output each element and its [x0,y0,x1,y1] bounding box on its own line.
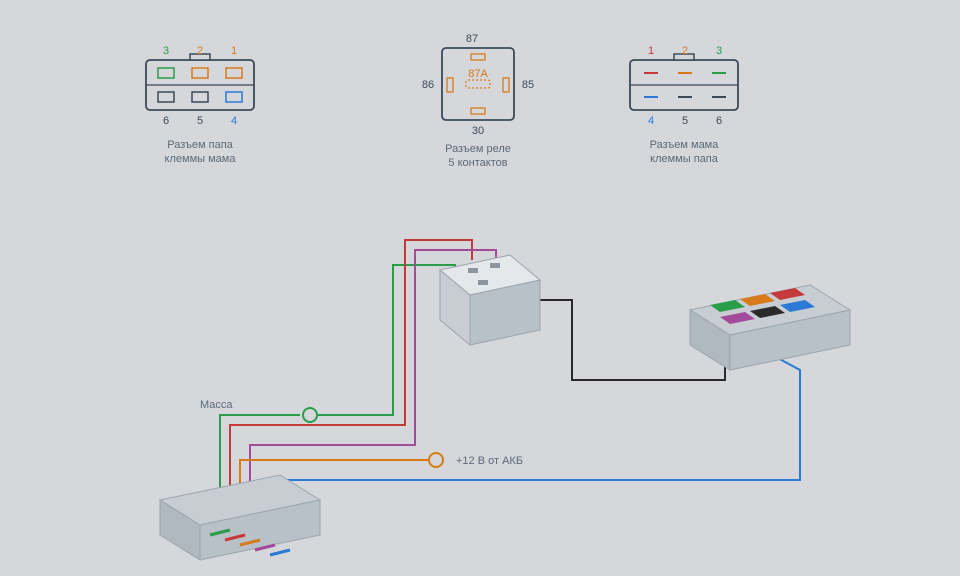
relay-label-30: 30 [472,125,484,137]
connector-left: 3 2 1 6 5 4 Разъем папа клеммы мама [146,45,254,165]
pin-label: 1 [231,45,237,57]
massa-label: Масса [200,399,233,411]
pin-label: 2 [682,45,688,57]
relay-label-85: 85 [522,79,534,91]
relay-label-86: 86 [422,79,434,91]
pin-label: 6 [163,115,169,127]
pin-label: 5 [197,115,203,127]
blue-wire [265,347,800,540]
akb-label: +12 В от АКБ [456,455,523,467]
connector-relay: 87 86 85 87A 30 Разъем реле 5 контактов [422,33,534,169]
pin-label: 3 [716,45,722,57]
pin-label: 4 [231,115,237,127]
connector-right-caption1: Разъем мама [650,139,720,151]
red-wire [230,240,472,516]
connector-right-caption2: клеммы папа [650,153,719,165]
pin-label: 5 [682,115,688,127]
connector-left-caption1: Разъем папа [167,139,233,151]
pin-label: 2 [197,45,203,57]
pin-label: 1 [648,45,654,57]
relay-caption2: 5 контактов [448,157,507,169]
pin-label: 6 [716,115,722,127]
massa-ring-icon [303,408,317,422]
relay-caption1: Разъем реле [445,143,511,155]
pin-label: 3 [163,45,169,57]
left-3d-connector [160,475,320,560]
right-3d-connector [690,285,850,370]
green-wire [220,265,455,510]
wiring-diagram: 3 2 1 6 5 4 Разъем папа клеммы мама 87 8… [0,0,960,576]
connector-left-caption2: клеммы мама [165,153,237,165]
akb-ring-icon [429,453,443,467]
relay-label-87a: 87A [468,68,488,80]
pin-label: 4 [648,115,654,127]
relay-3d-box [440,255,540,345]
connector-right: 1 2 3 4 5 6 Разъем мама клеммы папа [630,45,738,165]
relay-label-87: 87 [466,33,478,45]
